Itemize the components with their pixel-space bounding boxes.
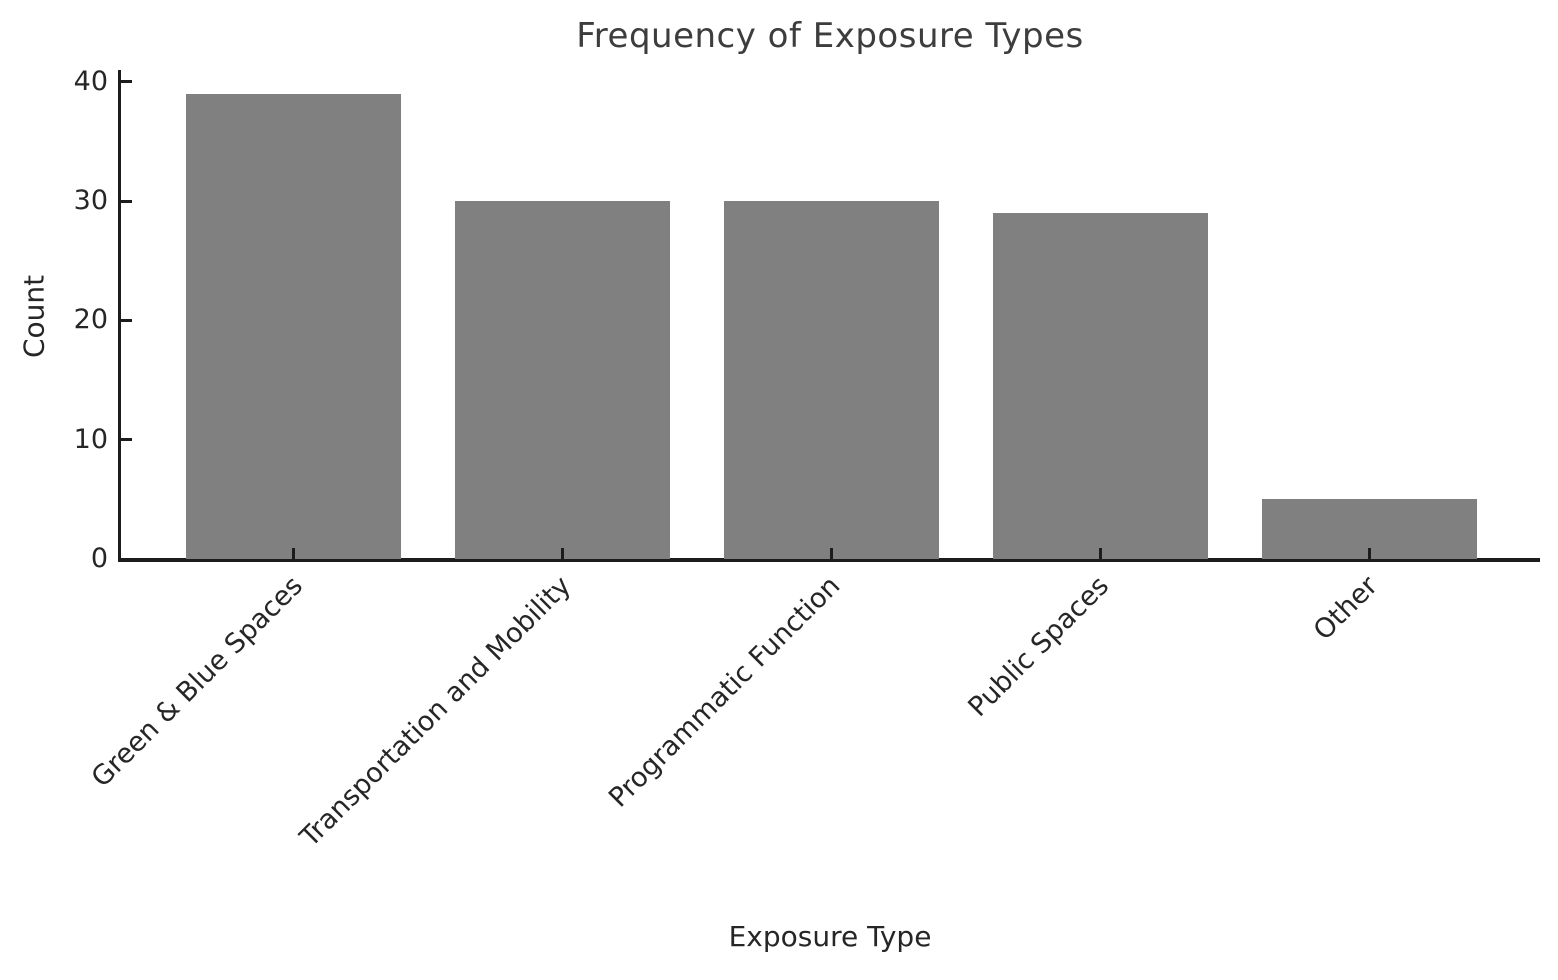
y-tick-mark-2 [121,318,132,322]
y-tick-mark-4 [121,80,132,84]
bar-0 [186,93,401,559]
y-tick-mark-0 [121,557,132,561]
y-tick-mark-3 [121,199,132,203]
x-tick-mark-2 [829,548,833,559]
y-tick-label-3: 30 [73,185,108,217]
x-axis-label: Exposure Type [728,920,932,953]
x-tick-label-4: Other [1308,570,1385,647]
bar-1 [454,201,670,559]
y-axis-spine [118,70,121,562]
x-axis-spine [118,558,1540,562]
y-tick-label-4: 40 [73,65,108,97]
x-tick-mark-1 [560,548,564,559]
x-tick-label-0: Green & Blue Spaces [85,570,309,794]
y-tick-mark-1 [121,438,132,442]
bar-3 [992,213,1208,559]
chart-title: Frequency of Exposure Types [576,16,1084,56]
x-tick-mark-4 [1367,548,1371,559]
x-tick-mark-0 [292,548,295,559]
x-tick-label-2: Programmatic Function [603,570,847,814]
y-tick-label-0: 0 [90,543,108,574]
x-tick-label-1: Transportation and Mobility [294,570,578,854]
y-tick-label-2: 20 [73,304,108,336]
y-tick-label-1: 10 [73,423,108,455]
bar-2 [723,201,939,559]
x-tick-mark-3 [1098,548,1102,559]
x-tick-label-3: Public Spaces [962,570,1116,723]
